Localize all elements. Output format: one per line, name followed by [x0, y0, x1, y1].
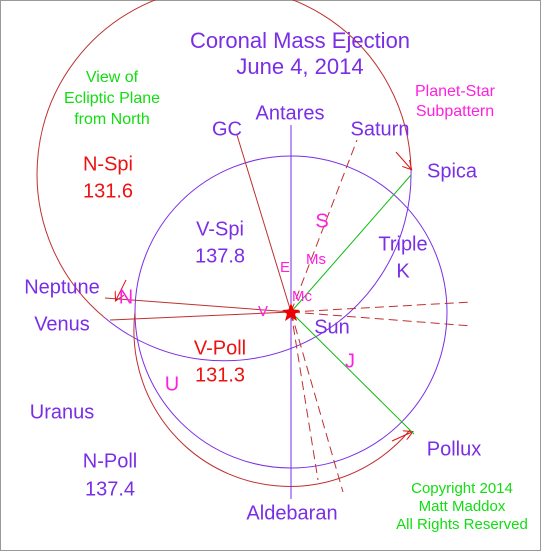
- label: Uranus: [30, 401, 94, 423]
- center-star: [282, 303, 300, 321]
- label: Saturn: [351, 118, 410, 140]
- dash-line: [290, 311, 344, 493]
- subtitle: June 4, 2014: [236, 54, 363, 79]
- arrow: [391, 432, 412, 442]
- note: Ecliptic Plane: [64, 90, 160, 107]
- angle-value: 131.6: [83, 180, 133, 202]
- angle-name: V-Spi: [196, 218, 244, 240]
- glyph: S: [315, 210, 328, 232]
- angle-name: N-Poll: [83, 450, 137, 472]
- inner-arc-red: [133, 311, 411, 487]
- note: View of: [86, 69, 139, 86]
- gc-line: [236, 134, 292, 313]
- spica-line: [290, 174, 412, 313]
- glyph: J: [345, 350, 355, 372]
- glyph: E: [280, 259, 290, 276]
- glyph: Ms: [306, 251, 326, 268]
- note: Planet-Star: [415, 83, 496, 100]
- outer-arc-purple: [104, 168, 412, 362]
- glyph: U: [165, 373, 179, 395]
- label: Pollux: [427, 438, 481, 460]
- label: Neptune: [24, 276, 100, 298]
- arrow: [395, 151, 411, 169]
- note: Subpattern: [416, 103, 494, 120]
- label: Venus: [34, 313, 90, 335]
- label: K: [396, 260, 410, 282]
- angle-name: N-Spi: [83, 153, 133, 175]
- label: Aldebaran: [246, 502, 337, 524]
- title: Coronal Mass Ejection: [190, 28, 410, 53]
- arrow: [116, 279, 127, 300]
- label: Triple: [378, 233, 427, 255]
- copyright: Matt Maddox: [419, 498, 506, 515]
- dash-line: [290, 311, 473, 327]
- neptune-line: [104, 297, 292, 313]
- saturn-line: [290, 139, 358, 313]
- angle-name: V-Poll: [194, 337, 246, 359]
- outer-arc-red: [36, 0, 412, 319]
- dash-line: [290, 301, 473, 313]
- angle-value: 137.4: [85, 478, 135, 500]
- glyph: Mc: [292, 288, 312, 305]
- label: Spica: [427, 160, 478, 182]
- glyph: N: [119, 286, 133, 308]
- label: Sun: [314, 316, 350, 338]
- angle-value: 137.8: [195, 245, 245, 267]
- label: GC: [212, 118, 242, 140]
- label: Antares: [256, 102, 325, 124]
- pollux-line: [290, 311, 415, 435]
- glyph: V: [258, 303, 268, 320]
- copyright: All Rights Reserved: [396, 516, 528, 533]
- copyright: Copyright 2014: [411, 480, 513, 497]
- note: from North: [74, 111, 150, 128]
- dash-line: [290, 311, 319, 481]
- venus-line: [109, 311, 292, 321]
- angle-value: 131.3: [195, 364, 245, 386]
